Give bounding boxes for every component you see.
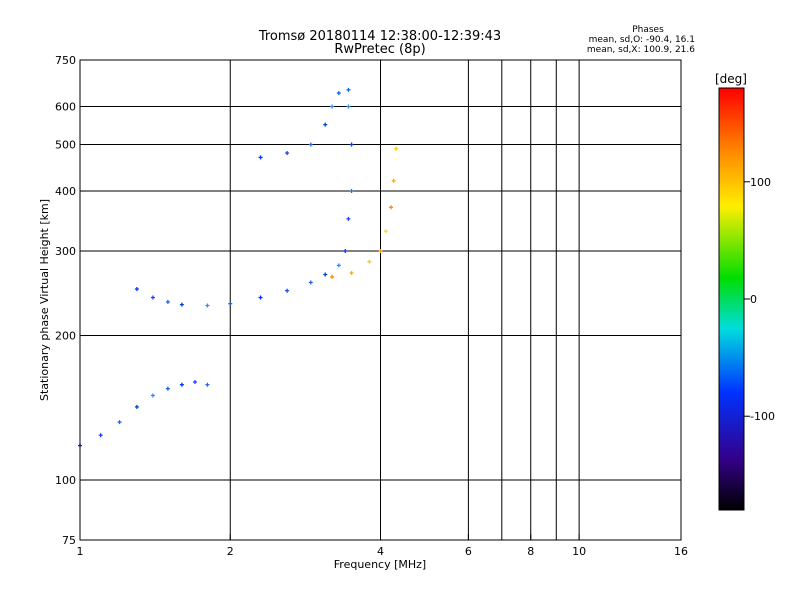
data-point: [98, 433, 103, 438]
data-point: [336, 263, 341, 268]
y-tick-label: 100: [55, 474, 76, 487]
data-point: [150, 393, 155, 398]
x-axis-label: Frequency [MHz]: [334, 558, 426, 571]
data-point: [165, 386, 170, 391]
data-point: [165, 299, 170, 304]
axes: 1 2 4 6 8 10 16 75 100 200 300 400 500 600 750: [55, 54, 688, 558]
data-point: [389, 205, 394, 210]
data-point: [343, 249, 348, 254]
data-point: [258, 155, 263, 160]
data-point: [193, 380, 198, 385]
data-point: [285, 288, 290, 293]
phase-info-o: mean, sd,O: -90.4, 16.1: [589, 35, 695, 45]
data-point: [367, 259, 372, 264]
data-point: [346, 87, 351, 92]
y-tick-label: 300: [55, 245, 76, 258]
y-tick-label: 600: [55, 101, 76, 114]
data-point: [391, 178, 396, 183]
x-tick-label: 16: [674, 545, 688, 558]
data-point: [228, 301, 233, 306]
chart-subtitle: RwPretec (8p): [334, 42, 425, 57]
grid: [80, 60, 681, 540]
colorbar-tick-label: 0: [750, 293, 757, 306]
y-tick-label: 750: [55, 54, 76, 67]
x-tick-label: 8: [527, 545, 534, 558]
colorbar-tick-label: 100: [750, 176, 771, 189]
x-tick-label: 1: [77, 545, 84, 558]
data-point: [383, 229, 388, 234]
plot-frame: [79, 59, 682, 541]
y-tick-label: 75: [62, 534, 76, 547]
phase-info-heading: Phases: [632, 25, 664, 35]
data-point: [330, 274, 335, 279]
data-point: [394, 146, 399, 151]
data-point: [346, 104, 351, 109]
phase-info-x: mean, sd,X: 100.9, 21.6: [587, 45, 695, 55]
data-point: [134, 287, 139, 292]
data-point: [323, 272, 328, 277]
data-point: [179, 382, 184, 387]
data-point: [285, 151, 290, 156]
data-point: [117, 420, 122, 425]
data-point: [308, 142, 313, 147]
colorbar-label: [deg]: [715, 72, 747, 86]
data-point: [349, 142, 354, 147]
data-point: [150, 295, 155, 300]
data-points: [78, 87, 399, 448]
data-point: [323, 122, 328, 127]
data-point: [205, 382, 210, 387]
data-point: [258, 295, 263, 300]
y-tick-label: 200: [55, 330, 76, 343]
chart-title: Tromsø 20180114 12:38:00-12:39:43: [258, 29, 501, 44]
y-tick-label: 500: [55, 139, 76, 152]
data-point: [346, 216, 351, 221]
x-tick-label: 2: [227, 545, 234, 558]
x-tick-label: 4: [377, 545, 384, 558]
colorbar-tick-label: -100: [750, 410, 775, 423]
y-axis-label: Stationary phase Virtual Height [km]: [38, 199, 51, 401]
data-point: [179, 302, 184, 307]
data-point: [205, 303, 210, 308]
y-tick-label: 400: [55, 185, 76, 198]
data-point: [349, 189, 354, 194]
data-point: [349, 270, 354, 275]
colorbar-gradient: [718, 87, 745, 511]
data-point: [134, 404, 139, 409]
colorbar: [deg] 100 0 -100: [715, 72, 775, 511]
data-point: [336, 91, 341, 96]
data-point: [378, 249, 383, 254]
data-point: [308, 280, 313, 285]
data-point: [330, 104, 335, 109]
x-tick-label: 10: [572, 545, 586, 558]
x-tick-label: 6: [465, 545, 472, 558]
